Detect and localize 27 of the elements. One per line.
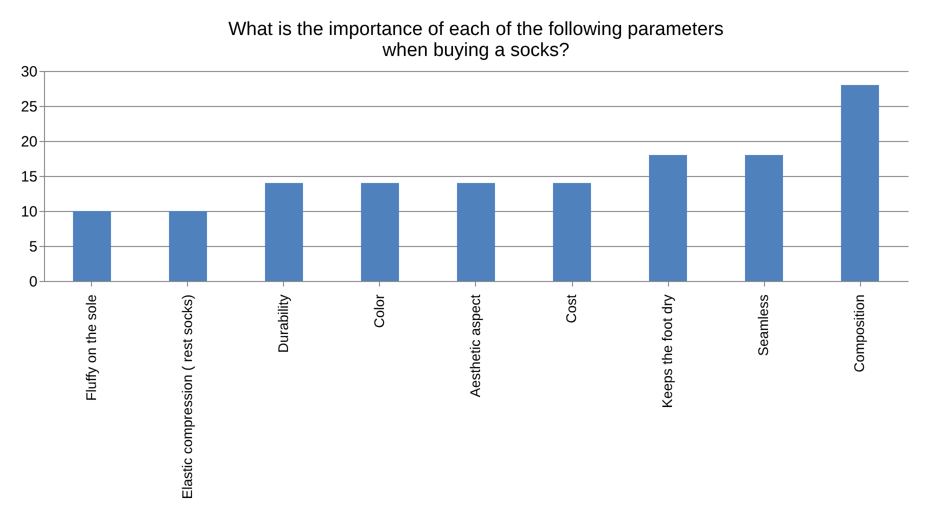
bar (553, 183, 591, 281)
x-tick-label: Durability (275, 294, 291, 353)
text: What is the importance of each of the following parameters (228, 19, 724, 40)
x-tick-label: Color (371, 294, 387, 328)
x-tick-label: Elastic compression ( rest socks) (179, 294, 195, 500)
y-tick-label: 30 (20, 64, 38, 80)
bar (457, 183, 495, 281)
y-tick-label: 0 (29, 274, 38, 290)
x-tick-label: Aesthetic aspect (467, 294, 483, 398)
y-tick-label: 5 (29, 238, 38, 256)
x-tick-label: Composition (851, 294, 867, 372)
bar (841, 85, 879, 281)
y-tick-label: 15 (20, 168, 38, 186)
bar (649, 155, 687, 281)
x-tick-label: Seamless (755, 294, 771, 356)
bar (745, 155, 783, 281)
x-tick-label: Fluffy on the sole (83, 294, 99, 401)
y-tick-label: 20 (20, 134, 38, 150)
bar (73, 211, 111, 281)
x-tick-label: Cost (563, 294, 579, 324)
x-tick-label: Keeps the foot dry (659, 294, 675, 408)
bar (361, 183, 399, 281)
text: when buying a socks? (382, 40, 570, 61)
y-tick-label: 25 (20, 98, 38, 116)
bar (169, 211, 207, 281)
y-tick-label: 10 (20, 204, 38, 220)
bar (265, 183, 303, 281)
